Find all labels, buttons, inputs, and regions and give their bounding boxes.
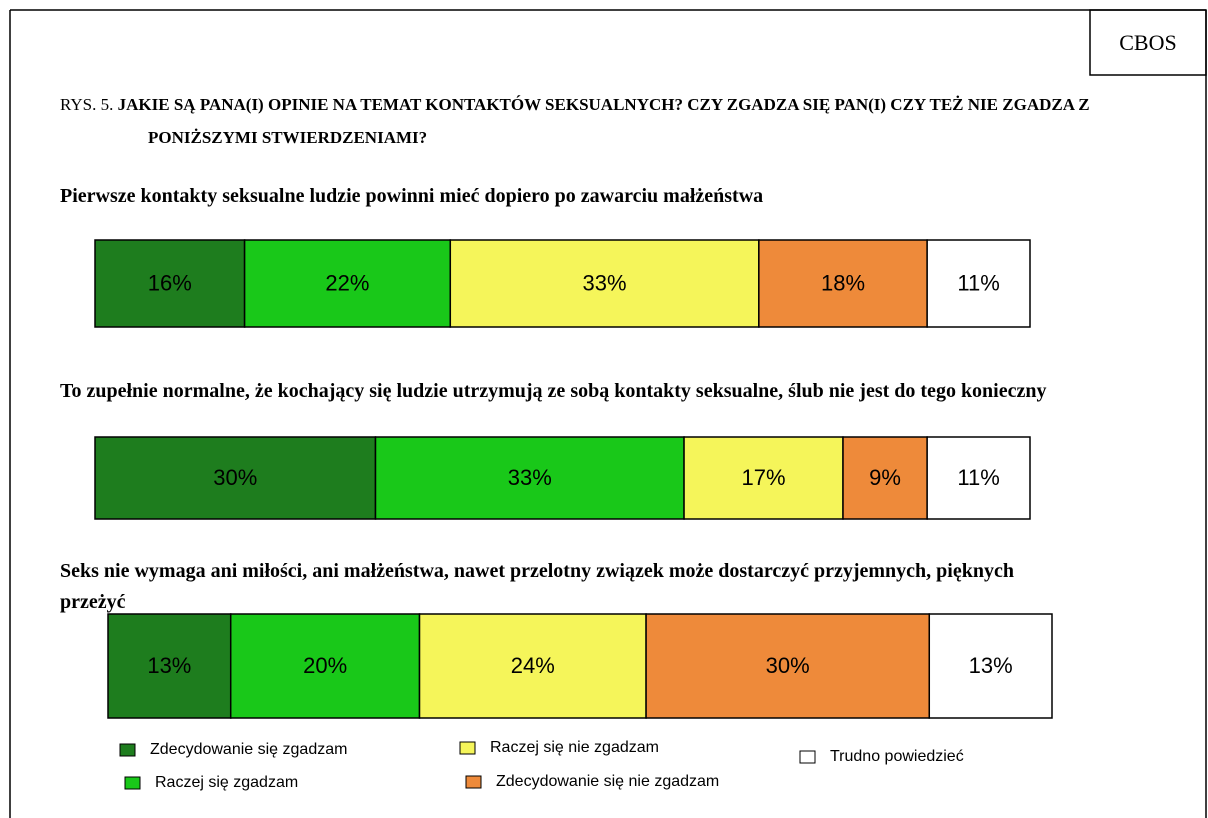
value-label: 30%	[213, 465, 257, 490]
value-label: 20%	[303, 653, 347, 678]
legend-swatch	[465, 775, 482, 789]
bar-segment	[243, 239, 452, 328]
value-label: 9%	[869, 465, 901, 490]
bar-segment	[683, 436, 844, 520]
value-label: 22%	[325, 270, 369, 295]
value-label: 11%	[957, 465, 999, 490]
category-label: To zupełnie normalne, że kochający się l…	[60, 380, 1047, 402]
bar-segment	[229, 613, 421, 719]
value-label: 30%	[766, 653, 810, 678]
category-label: Pierwsze kontakty seksualne ludzie powin…	[60, 185, 764, 207]
chart-title: JAKIE SĄ PANA(I) OPINIE NA TEMAT KONTAKT…	[117, 95, 1090, 147]
bar-segment	[926, 436, 1031, 520]
bar-segment	[758, 239, 928, 328]
bar-segment	[418, 613, 647, 719]
bar-segment	[926, 239, 1031, 328]
bar-segment	[928, 613, 1053, 719]
bar-segment	[107, 613, 232, 719]
value-label: 18%	[821, 270, 865, 295]
value-label: 24%	[511, 653, 555, 678]
value-label: 17%	[742, 465, 786, 490]
source-box	[1089, 9, 1207, 76]
legend-swatch	[124, 776, 141, 790]
legend-label: Zdecydowanie się nie zgadzam	[496, 773, 719, 790]
legend-label: Zdecydowanie się zgadzam	[150, 741, 347, 758]
bar-segment	[374, 436, 685, 520]
title-block: RYS. 5. JAKIE SĄ PANA(I) OPINIE NA TEMAT…	[60, 88, 1140, 154]
figure-label: RYS. 5.	[60, 95, 114, 114]
legend-swatch	[799, 750, 816, 764]
category-label: Seks nie wymaga ani miłości, ani małżeńs…	[60, 560, 1014, 613]
legend-label: Raczej się nie zgadzam	[490, 739, 659, 756]
value-label: 16%	[148, 270, 192, 295]
value-label: 13%	[147, 653, 191, 678]
value-label: 33%	[508, 465, 552, 490]
bar-segment	[842, 436, 928, 520]
legend-swatch	[459, 741, 476, 755]
value-label: 11%	[957, 270, 999, 295]
value-label: 33%	[583, 270, 627, 295]
bar-segment	[449, 239, 760, 328]
source: CBOS	[1119, 29, 1177, 55]
bar-segment	[94, 239, 246, 328]
legend-swatch	[119, 743, 136, 757]
value-label: 13%	[969, 653, 1013, 678]
legend-label: Trudno powiedzieć	[830, 748, 964, 765]
bar-segment	[94, 436, 377, 520]
legend-label: Raczej się zgadzam	[155, 774, 298, 791]
